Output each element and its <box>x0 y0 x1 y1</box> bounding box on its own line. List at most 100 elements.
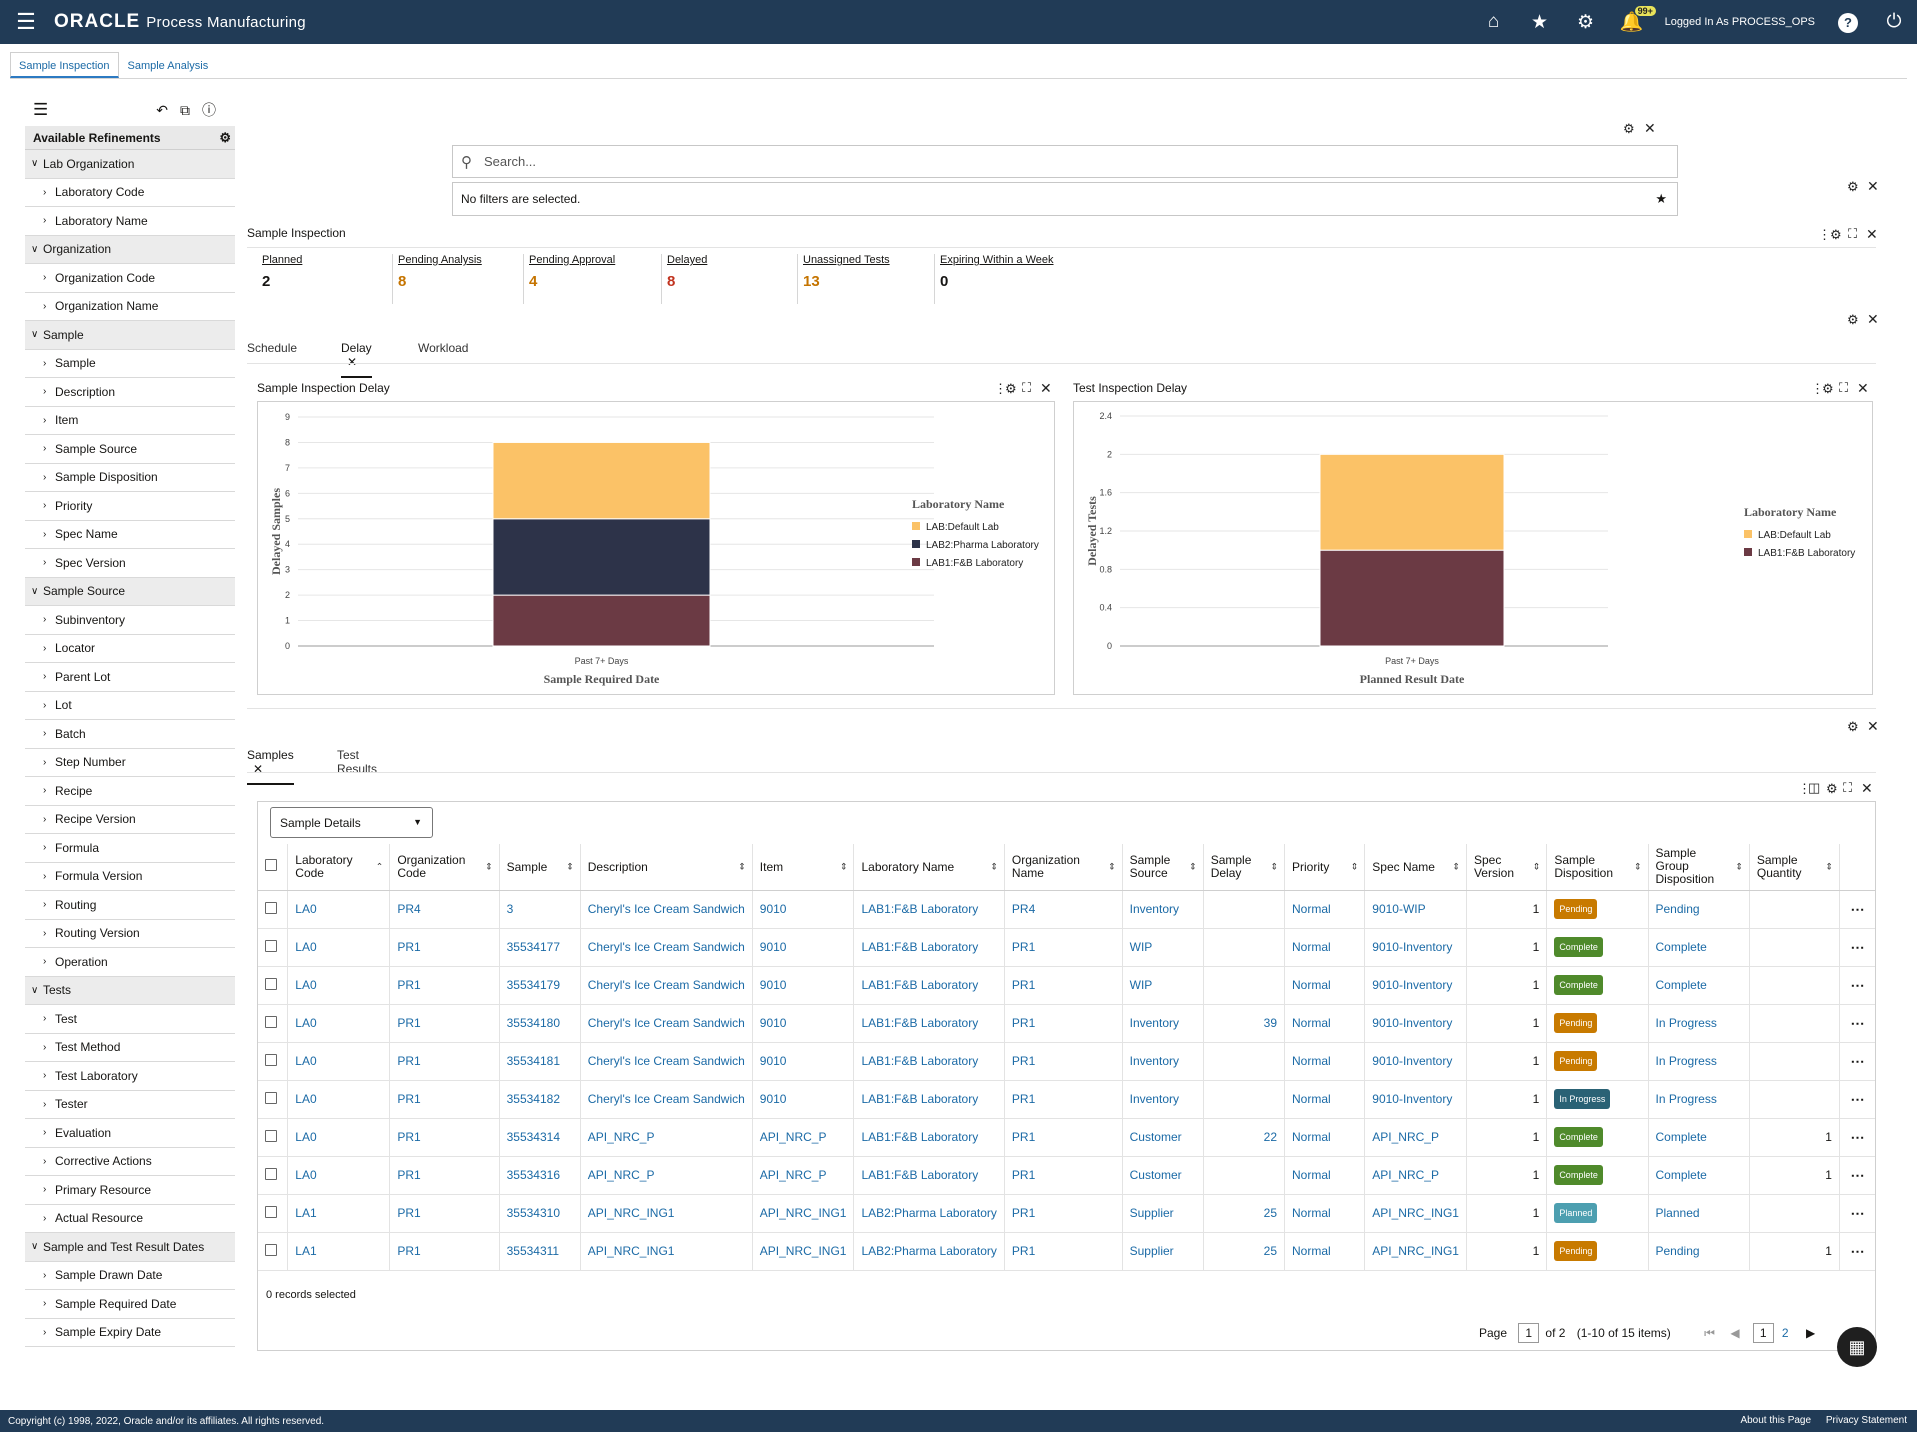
power-logout-icon[interactable]: ⏻ <box>1886 11 1902 32</box>
row-checkbox[interactable] <box>265 1243 277 1256</box>
kpi-planned[interactable]: Planned 2 <box>257 254 393 304</box>
about-page-link[interactable]: About this Page <box>1740 1415 1812 1426</box>
summary-close-icon[interactable]: ✕ <box>1866 226 1878 242</box>
chart2-gear-icon[interactable]: ⚙ <box>1822 381 1834 396</box>
cell-laboratory-name[interactable]: LAB1:F&B Laboratory <box>853 1118 1005 1157</box>
sort-icon[interactable]: ⇕ <box>1532 861 1541 872</box>
cell-item[interactable]: API_NRC_P <box>752 1118 855 1157</box>
cell-priority[interactable]: Normal <box>1284 1080 1366 1119</box>
help-icon[interactable]: ? <box>1825 11 1871 33</box>
menu-icon[interactable]: ☰ <box>16 9 36 34</box>
cell-laboratory-code[interactable]: LA0 <box>287 1004 391 1043</box>
cell-priority[interactable]: Normal <box>1284 1004 1366 1043</box>
page-input[interactable]: 1 <box>1518 1323 1540 1343</box>
tab-workload[interactable]: Workload <box>418 341 469 355</box>
cell-sample-source[interactable]: Inventory <box>1122 1080 1204 1119</box>
charts-gear-icon[interactable]: ⚙ <box>1847 312 1859 327</box>
cell-sample[interactable]: 3 <box>499 890 581 929</box>
cell-description[interactable]: API_NRC_P <box>580 1118 753 1157</box>
kpi-pending-analysis[interactable]: Pending Analysis 8 <box>393 254 524 304</box>
cell-sample-source[interactable]: Inventory <box>1122 1004 1204 1043</box>
sort-icon[interactable]: ⇕ <box>839 861 848 872</box>
refinement-item-sample-expiry-date[interactable]: › Sample Expiry Date <box>25 1318 235 1347</box>
table-row[interactable]: LA0 PR1 35534314 API_NRC_P API_NRC_P LAB1:F&B… <box>258 1118 1875 1157</box>
cell-spec-name[interactable]: 9010-Inventory <box>1364 1004 1467 1043</box>
tab-schedule[interactable]: Schedule <box>247 341 298 355</box>
cell-organization-name[interactable]: PR1 <box>1004 966 1123 1005</box>
cell-laboratory-name[interactable]: LAB1:F&B Laboratory <box>853 1080 1005 1119</box>
sort-icon[interactable]: ⇕ <box>990 861 998 872</box>
cell-sample-source[interactable]: Supplier <box>1122 1232 1204 1271</box>
cell-laboratory-name[interactable]: LAB1:F&B Laboratory <box>853 1156 1005 1195</box>
sort-icon[interactable]: ⇕ <box>566 861 574 872</box>
column-header-sample-disposition[interactable]: Sample Disposition ⇕ <box>1546 844 1649 891</box>
cell-item[interactable]: 9010 <box>752 1004 855 1043</box>
refinement-item-spec-version[interactable]: › Spec Version <box>25 549 235 578</box>
cell-description[interactable]: Cheryl's Ice Cream Sandwich <box>580 890 753 929</box>
cell-organization-code[interactable]: PR1 <box>389 1004 500 1043</box>
refinement-item-step-number[interactable]: › Step Number <box>25 748 235 777</box>
refinement-item-organization-name[interactable]: › Organization Name <box>25 292 235 321</box>
refinement-item-lot[interactable]: › Lot <box>25 691 235 720</box>
search-close-icon[interactable]: ✕ <box>1644 120 1656 136</box>
column-header-spec-version[interactable]: Spec Version ⇕ <box>1466 844 1548 891</box>
cell-organization-name[interactable]: PR1 <box>1004 1118 1123 1157</box>
sort-icon[interactable]: ⇕ <box>738 861 746 872</box>
row-checkbox[interactable] <box>265 1015 277 1028</box>
sort-icon[interactable]: ⇕ <box>1189 861 1197 872</box>
row-more-icon[interactable]: ⋯ <box>1850 1242 1865 1259</box>
column-header-organization-code[interactable]: Organization Code ⇕ <box>389 844 500 891</box>
cell-sample-source[interactable]: Inventory <box>1122 1042 1204 1081</box>
charts-close-icon[interactable]: ✕ <box>1867 311 1879 327</box>
table-close-icon[interactable]: ✕ <box>1861 780 1873 796</box>
row-more-icon[interactable]: ⋯ <box>1850 1204 1865 1221</box>
cell-organization-code[interactable]: PR1 <box>389 1118 500 1157</box>
search-input[interactable]: Search... <box>484 154 537 169</box>
cell-spec-name[interactable]: API_NRC_P <box>1364 1156 1467 1195</box>
refinement-item-locator[interactable]: › Locator <box>25 634 235 663</box>
column-header-sample-source[interactable]: Sample Source ⇕ <box>1122 844 1204 891</box>
cell-priority[interactable]: Normal <box>1284 1118 1366 1157</box>
cell-priority[interactable]: Normal <box>1284 1156 1366 1195</box>
table-row[interactable]: LA1 PR1 35534311 API_NRC_ING1 API_NRC_ING1 LA… <box>258 1232 1875 1271</box>
cell-laboratory-name[interactable]: LAB1:F&B Laboratory <box>853 966 1005 1005</box>
row-more-icon[interactable]: ⋯ <box>1850 1090 1865 1107</box>
cell-priority[interactable]: Normal <box>1284 890 1366 929</box>
notifications-bell-icon[interactable]: 🔔 99+ <box>1609 6 1656 34</box>
refinement-category-lab-organization[interactable]: ∨ Lab Organization <box>25 150 235 179</box>
cell-sample-group-disposition[interactable]: Complete <box>1648 966 1750 1005</box>
cell-priority[interactable]: Normal <box>1284 1232 1366 1271</box>
table-panel-close-icon[interactable]: ✕ <box>1867 718 1879 734</box>
list-menu-icon[interactable]: ☰ <box>33 100 49 119</box>
cell-description[interactable]: Cheryl's Ice Cream Sandwich <box>580 966 753 1005</box>
row-checkbox[interactable] <box>265 977 277 990</box>
table-gear-icon[interactable]: ⚙ <box>1826 781 1838 796</box>
sort-icon[interactable]: ⇕ <box>1633 861 1642 872</box>
cell-laboratory-code[interactable]: LA1 <box>287 1194 391 1233</box>
cell-laboratory-name[interactable]: LAB2:Pharma Laboratory <box>853 1194 1005 1233</box>
refinement-category-sample-source[interactable]: ∨ Sample Source <box>25 577 235 606</box>
table-columns-icon[interactable]: ◫ <box>1808 780 1821 795</box>
sort-icon[interactable]: ⇕ <box>1825 861 1833 872</box>
row-checkbox[interactable] <box>265 1053 277 1066</box>
column-header-laboratory-code[interactable]: Laboratory Code ⌃ <box>287 844 391 891</box>
cell-description[interactable]: Cheryl's Ice Cream Sandwich <box>580 1080 753 1119</box>
cell-item[interactable]: 9010 <box>752 928 855 967</box>
refinement-item-routing[interactable]: › Routing <box>25 891 235 920</box>
tab-samples[interactable]: Samples ✕ <box>247 748 294 785</box>
row-checkbox[interactable] <box>265 1167 277 1180</box>
refinement-item-sample-drawn-date[interactable]: › Sample Drawn Date <box>25 1261 235 1290</box>
cell-laboratory-code[interactable]: LA0 <box>287 890 391 929</box>
kpi-pending-approval[interactable]: Pending Approval 4 <box>524 254 662 304</box>
cell-laboratory-code[interactable]: LA0 <box>287 1156 391 1195</box>
cell-laboratory-name[interactable]: LAB1:F&B Laboratory <box>853 928 1005 967</box>
cell-organization-name[interactable]: PR1 <box>1004 1194 1123 1233</box>
refinement-item-laboratory-code[interactable]: › Laboratory Code <box>25 178 235 207</box>
refinements-gear-icon[interactable]: ⚙ <box>219 130 231 145</box>
cell-priority[interactable]: Normal <box>1284 966 1366 1005</box>
column-header-priority[interactable]: Priority ⇕ <box>1284 844 1366 891</box>
cell-organization-code[interactable]: PR1 <box>389 928 500 967</box>
refinement-item-organization-code[interactable]: › Organization Code <box>25 264 235 293</box>
cell-laboratory-code[interactable]: LA0 <box>287 966 391 1005</box>
sort-icon[interactable]: ⇕ <box>1452 861 1460 872</box>
